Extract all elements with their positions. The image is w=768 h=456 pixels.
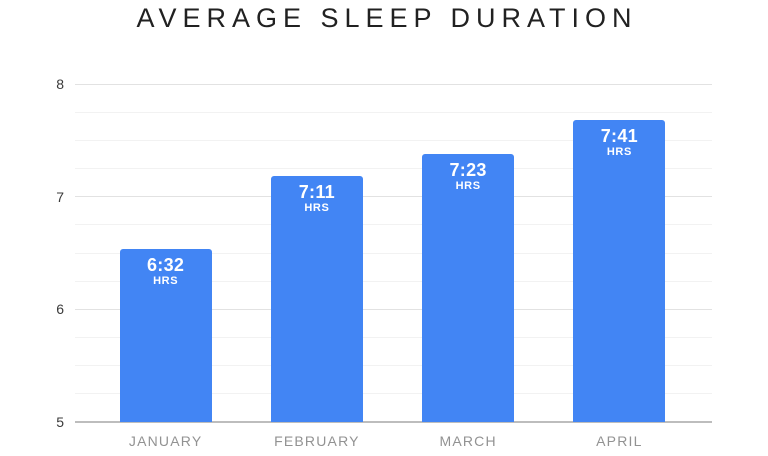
y-tick-label: 8	[56, 76, 64, 92]
minor-gridline	[75, 168, 712, 169]
minor-gridline	[75, 365, 712, 367]
bar-unit-label: HRS	[153, 275, 179, 288]
major-gridline	[75, 196, 712, 198]
minor-gridline	[75, 337, 712, 338]
chart-title: AVERAGE SLEEP DURATION	[136, 3, 638, 33]
x-tick-label-april: APRIL	[596, 433, 643, 449]
bar-unit-label: HRS	[606, 145, 632, 158]
bar-march: 7:23 HRS	[422, 153, 515, 422]
y-tick-label: 6	[56, 301, 64, 318]
minor-gridline	[75, 111, 712, 113]
bar-january: 6:32 HRS	[119, 249, 212, 422]
minor-gridline	[75, 393, 712, 395]
baseline-gridline	[75, 421, 712, 423]
bar-value-label: 7:11	[298, 182, 335, 203]
x-tick-label-march: MARCH	[439, 433, 497, 449]
bar-unit-label: HRS	[455, 179, 481, 192]
x-tick-label-january: JANUARY	[128, 433, 203, 449]
y-tick-label: 7	[56, 188, 64, 205]
minor-gridline	[75, 224, 712, 226]
x-tick-label-february: FEBRUARY	[274, 433, 360, 449]
bar-value-label: 7:23	[449, 159, 487, 180]
bar-unit-label: HRS	[304, 202, 330, 215]
bar-value-label: 7:41	[600, 125, 638, 146]
bar-april: 7:41 HRS	[573, 119, 666, 422]
minor-gridline	[75, 139, 712, 141]
major-gridline	[75, 308, 712, 310]
bar-value-label: 6:32	[147, 255, 185, 276]
minor-gridline	[75, 280, 712, 282]
minor-gridline	[75, 252, 712, 254]
major-gridline	[75, 83, 712, 85]
y-tick-label: 5	[56, 414, 64, 430]
bar-february: 7:11 HRS	[270, 176, 363, 422]
